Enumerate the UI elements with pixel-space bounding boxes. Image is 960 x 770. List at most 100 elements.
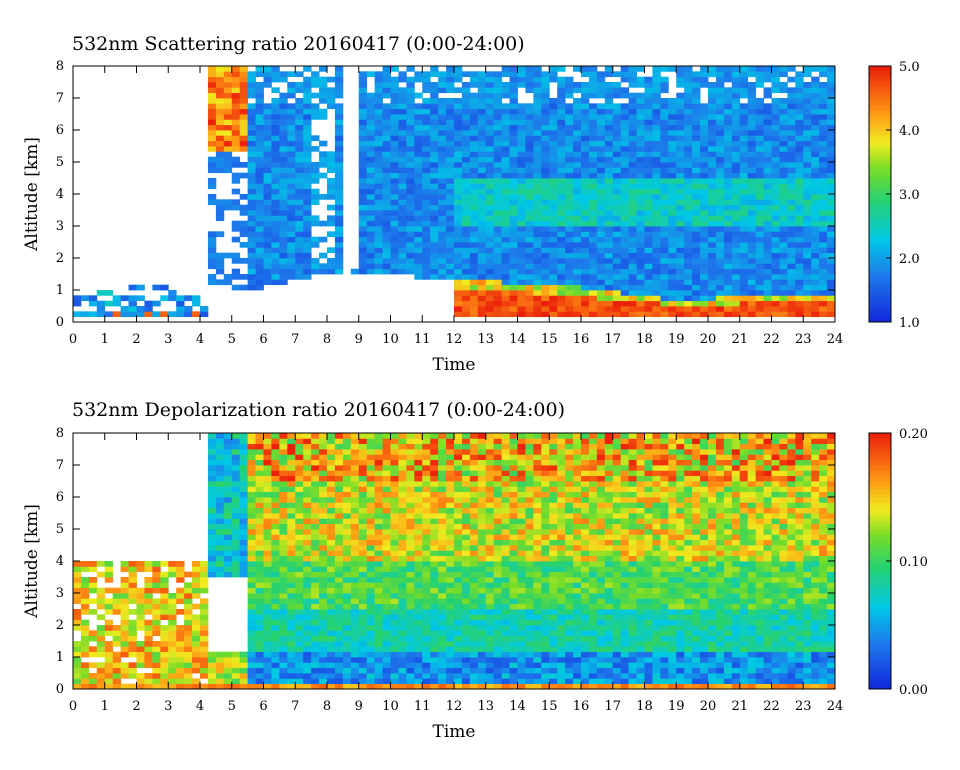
- heatmap-cell: [485, 242, 495, 248]
- heatmap-cell: [319, 268, 328, 275]
- heatmap-cell: [96, 651, 106, 658]
- heatmap-cell: [604, 156, 614, 163]
- heatmap-cell: [239, 465, 249, 471]
- heatmap-cell: [700, 215, 709, 222]
- heatmap-cell: [573, 220, 582, 227]
- heatmap-cell: [327, 268, 336, 275]
- heatmap-cell: [366, 523, 376, 530]
- heatmap-cell: [461, 220, 471, 227]
- heatmap-cell: [303, 673, 312, 679]
- heatmap-cell: [414, 507, 423, 514]
- heatmap-cell: [660, 258, 669, 264]
- heatmap-cell: [334, 210, 344, 216]
- heatmap-cell: [414, 194, 423, 200]
- heatmap-cell: [311, 71, 320, 78]
- heatmap-cell: [382, 603, 391, 610]
- heatmap-cell: [231, 146, 241, 152]
- heatmap-cell: [366, 231, 376, 238]
- heatmap-cell: [755, 231, 764, 238]
- heatmap-cell: [525, 284, 534, 291]
- heatmap-cell: [636, 199, 645, 206]
- heatmap-cell: [311, 555, 320, 562]
- colorbar-tick-label: 1.0: [899, 316, 920, 331]
- heatmap-cell: [239, 475, 249, 482]
- heatmap-cell: [358, 523, 368, 530]
- heatmap-cell: [152, 641, 161, 647]
- heatmap-cell: [596, 215, 606, 222]
- heatmap-cell: [731, 284, 741, 291]
- heatmap-cell: [382, 529, 391, 535]
- heatmap-cell: [565, 162, 574, 168]
- heatmap-cell: [398, 204, 407, 211]
- heatmap-cell: [803, 226, 812, 232]
- heatmap-cell: [715, 231, 725, 238]
- heatmap-cell: [152, 625, 161, 631]
- heatmap-cell: [350, 582, 360, 589]
- heatmap-cell: [477, 146, 487, 152]
- heatmap-cell: [215, 470, 225, 477]
- heatmap-cell: [334, 92, 344, 99]
- heatmap-cell: [231, 220, 241, 227]
- heatmap-cell: [541, 130, 550, 136]
- heatmap-cell: [700, 178, 709, 184]
- heatmap-cell: [628, 167, 637, 174]
- heatmap-cell: [755, 210, 764, 216]
- heatmap-cell: [366, 465, 376, 471]
- heatmap-cell: [485, 311, 495, 318]
- heatmap-cell: [247, 587, 256, 594]
- heatmap-cell: [565, 295, 574, 302]
- heatmap-cell: [398, 258, 407, 264]
- heatmap-cell: [461, 247, 471, 254]
- heatmap-cell: [715, 263, 725, 270]
- heatmap-cell: [549, 135, 558, 142]
- heatmap-cell: [255, 518, 264, 525]
- heatmap-cell: [692, 226, 701, 232]
- heatmap-cell: [80, 566, 90, 573]
- heatmap-cell: [660, 162, 669, 168]
- heatmap-cell: [327, 566, 336, 573]
- heatmap-cell: [779, 279, 788, 286]
- heatmap-cell: [708, 279, 717, 286]
- heatmap-cell: [263, 635, 272, 642]
- heatmap-cell: [319, 513, 328, 519]
- heatmap-cell: [390, 252, 399, 259]
- heatmap-cell: [596, 236, 606, 243]
- heatmap-cell: [231, 507, 241, 514]
- heatmap-cell: [374, 593, 383, 599]
- heatmap-cell: [723, 268, 733, 275]
- heatmap-cell: [287, 678, 296, 685]
- heatmap-cell: [215, 151, 225, 158]
- heatmap-cell: [771, 183, 780, 190]
- heatmap-cell: [676, 71, 685, 78]
- heatmap-cell: [430, 167, 439, 174]
- heatmap-cell: [406, 470, 415, 477]
- heatmap-cell: [80, 577, 90, 583]
- heatmap-cell: [620, 87, 630, 94]
- heatmap-cell: [517, 130, 526, 136]
- heatmap-cell: [327, 571, 336, 578]
- heatmap-cell: [390, 539, 399, 546]
- heatmap-cell: [438, 119, 447, 126]
- heatmap-cell: [644, 76, 653, 83]
- heatmap-cell: [319, 66, 328, 72]
- heatmap-cell: [620, 172, 630, 179]
- heatmap-cell: [454, 151, 463, 158]
- heatmap-cell: [366, 438, 376, 445]
- heatmap-cell: [358, 263, 368, 270]
- heatmap-cell: [454, 124, 463, 131]
- heatmap-cell: [739, 300, 749, 307]
- heatmap-cell: [200, 630, 209, 637]
- heatmap-cell: [112, 603, 122, 610]
- heatmap-cell: [581, 130, 590, 136]
- heatmap-cell: [287, 534, 296, 541]
- heatmap-cell: [382, 443, 391, 450]
- heatmap-cell: [295, 119, 304, 126]
- heatmap-cell: [295, 242, 304, 248]
- heatmap-cell: [192, 657, 201, 663]
- heatmap-cell: [573, 311, 582, 318]
- heatmap-cell: [676, 300, 685, 307]
- heatmap-cell: [231, 497, 241, 503]
- heatmap-cell: [731, 311, 741, 318]
- heatmap-cell: [803, 119, 812, 126]
- heatmap-cell: [231, 236, 241, 243]
